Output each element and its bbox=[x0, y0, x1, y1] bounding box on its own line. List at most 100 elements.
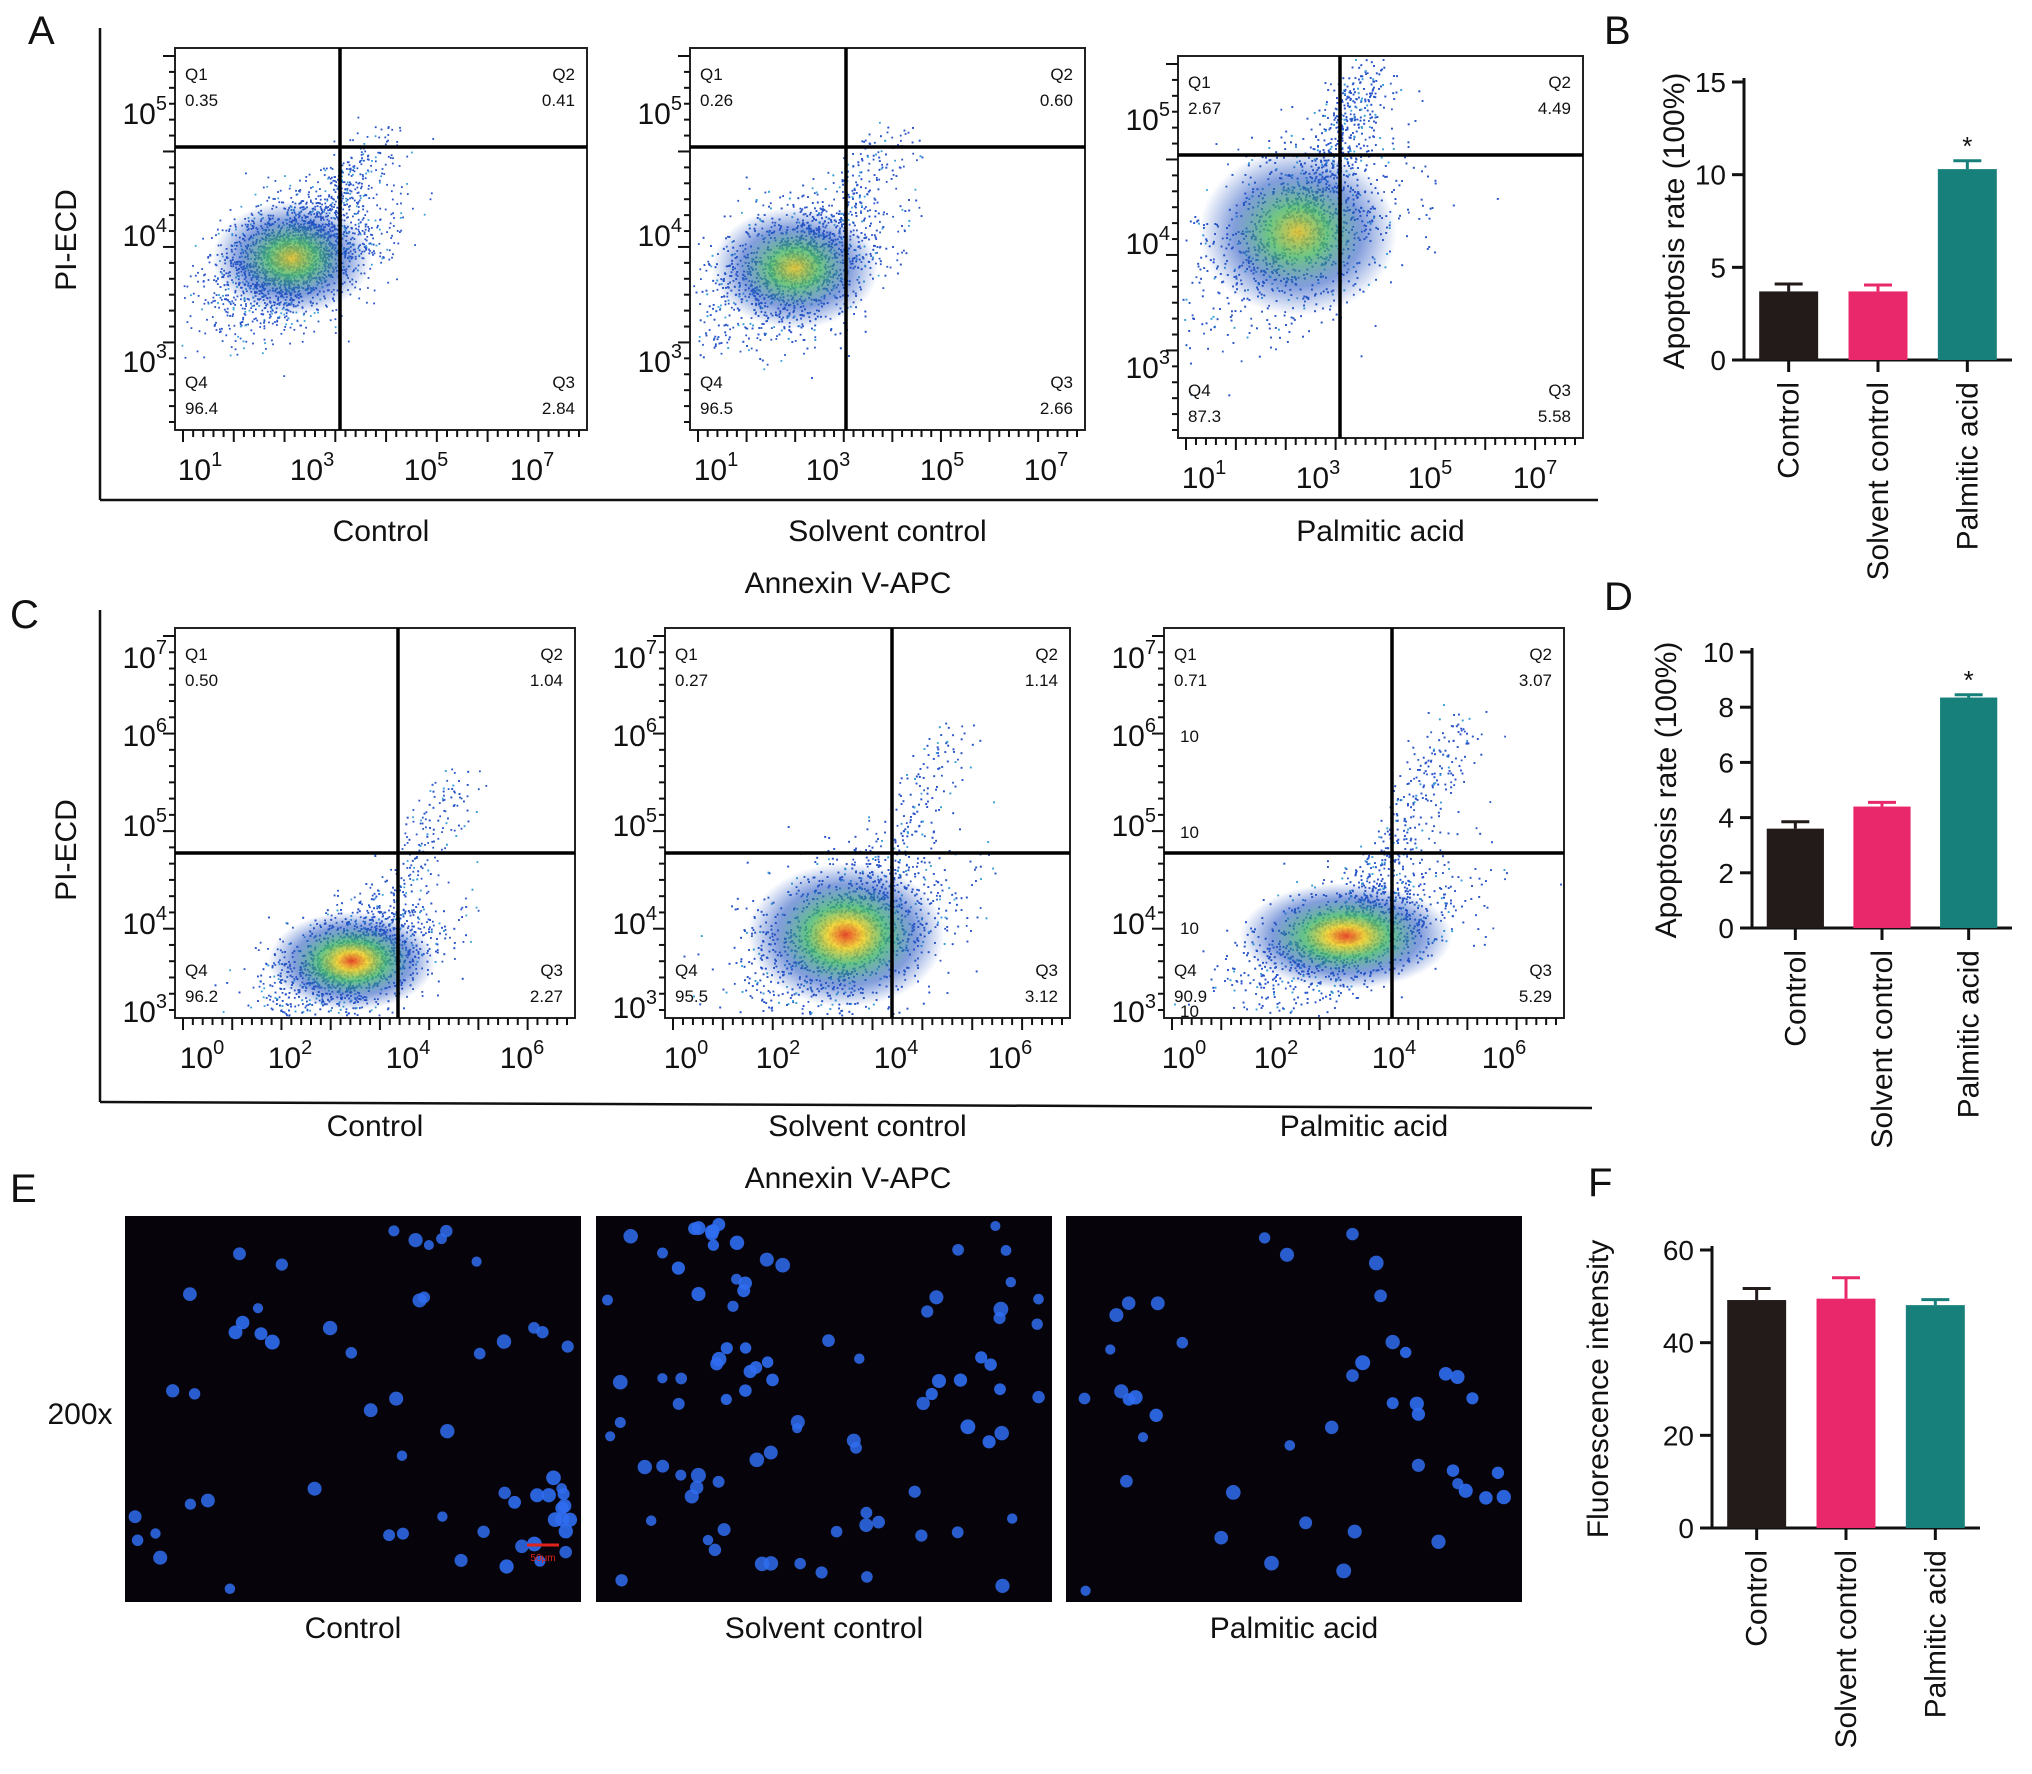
event-dot bbox=[712, 307, 714, 310]
event-dot bbox=[271, 312, 273, 315]
event-dot bbox=[882, 213, 885, 216]
event-dot bbox=[230, 346, 233, 348]
event-dot bbox=[219, 286, 222, 288]
event-dot bbox=[231, 315, 234, 317]
event-dot bbox=[765, 332, 767, 335]
event-dot bbox=[254, 193, 257, 196]
event-dot bbox=[345, 197, 347, 200]
event-dot bbox=[911, 141, 914, 144]
event-dot bbox=[365, 172, 367, 175]
event-dot bbox=[245, 340, 248, 343]
event-dot bbox=[698, 336, 701, 338]
event-dot bbox=[852, 198, 854, 200]
event-dot bbox=[852, 222, 855, 224]
event-dot bbox=[388, 249, 391, 252]
event-dot bbox=[864, 233, 866, 236]
event-dot bbox=[197, 280, 199, 283]
event-dot bbox=[342, 162, 345, 165]
event-dot bbox=[367, 230, 370, 232]
event-dot bbox=[244, 311, 247, 313]
event-dot bbox=[912, 152, 915, 155]
event-dot bbox=[387, 155, 390, 158]
event-dot bbox=[875, 177, 878, 179]
event-dot bbox=[807, 196, 809, 198]
panel-letter-c: C bbox=[10, 593, 39, 637]
event-dot bbox=[708, 305, 711, 308]
event-dot bbox=[329, 319, 332, 322]
event-dot bbox=[359, 221, 362, 223]
event-dot bbox=[702, 236, 705, 239]
event-dot bbox=[229, 209, 232, 211]
event-dot bbox=[839, 347, 842, 350]
event-dot bbox=[362, 195, 365, 197]
event-dot bbox=[346, 187, 349, 190]
event-dot bbox=[367, 277, 370, 279]
event-dot bbox=[232, 306, 235, 309]
event-dot bbox=[381, 257, 384, 260]
event-dot bbox=[364, 214, 367, 216]
event-dot bbox=[203, 285, 205, 288]
event-dot bbox=[885, 181, 888, 183]
event-dot bbox=[284, 175, 286, 177]
event-dot bbox=[335, 181, 338, 183]
event-dot bbox=[370, 170, 373, 173]
event-dot bbox=[374, 135, 377, 138]
event-dot bbox=[349, 139, 352, 142]
event-dot bbox=[860, 210, 862, 213]
event-dot bbox=[903, 249, 905, 252]
event-dot bbox=[342, 208, 345, 211]
event-dot bbox=[326, 199, 329, 202]
event-dot bbox=[886, 265, 889, 268]
event-dot bbox=[866, 193, 869, 196]
event-dot bbox=[852, 174, 854, 177]
event-dot bbox=[217, 302, 219, 304]
event-dot bbox=[376, 204, 378, 207]
event-dot bbox=[874, 245, 876, 247]
event-dot bbox=[812, 178, 815, 180]
event-dot bbox=[347, 173, 350, 176]
event-dot bbox=[367, 169, 369, 172]
event-dot bbox=[218, 294, 220, 296]
event-dot bbox=[300, 324, 302, 327]
event-dot bbox=[220, 298, 223, 301]
event-dot bbox=[206, 318, 208, 321]
event-dot bbox=[814, 336, 817, 339]
event-dot bbox=[874, 199, 877, 201]
event-dot bbox=[277, 191, 279, 193]
event-dot bbox=[347, 340, 350, 343]
event-dot bbox=[328, 195, 330, 198]
event-dot bbox=[391, 162, 394, 165]
event-dot bbox=[879, 245, 882, 248]
event-dot bbox=[349, 189, 351, 192]
event-dot bbox=[353, 212, 356, 215]
event-dot bbox=[374, 160, 377, 163]
event-dot bbox=[863, 219, 865, 222]
event-dot bbox=[374, 219, 377, 222]
event-dot bbox=[901, 251, 903, 254]
event-dot bbox=[861, 140, 864, 143]
x-tick-label: 103 bbox=[290, 449, 335, 487]
event-dot bbox=[341, 164, 344, 167]
event-dot bbox=[870, 222, 872, 225]
event-dot bbox=[356, 205, 358, 208]
event-dot bbox=[329, 177, 332, 180]
event-dot bbox=[203, 302, 206, 305]
event-dot bbox=[342, 181, 344, 184]
event-dot bbox=[391, 128, 394, 131]
event-dot bbox=[370, 186, 373, 189]
event-dot bbox=[296, 319, 299, 322]
event-dot bbox=[353, 170, 356, 173]
event-dot bbox=[830, 328, 833, 330]
event-dot bbox=[892, 174, 895, 176]
event-dot bbox=[869, 225, 871, 227]
event-dot bbox=[853, 192, 855, 195]
event-dot bbox=[184, 356, 187, 359]
event-dot bbox=[892, 246, 894, 248]
event-dot bbox=[873, 197, 876, 200]
event-dot bbox=[303, 332, 305, 335]
event-dot bbox=[398, 165, 401, 167]
event-dot bbox=[872, 158, 875, 161]
event-dot bbox=[352, 184, 355, 187]
event-dot bbox=[863, 217, 866, 220]
